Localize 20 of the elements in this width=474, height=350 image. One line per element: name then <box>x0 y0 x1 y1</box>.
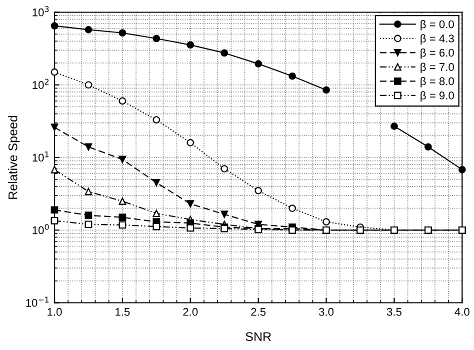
y-tick-label: 10$^{1}$ <box>32 152 49 162</box>
y-tick-label: 10$^{3}$ <box>32 6 49 16</box>
x-tick-label: 1.0 <box>48 308 62 316</box>
legend-label: β = 0.0 <box>420 20 454 30</box>
y-axis-title: Relative Speed <box>8 116 20 199</box>
x-tick-label: 2.0 <box>183 308 198 316</box>
x-tick-label: 3.5 <box>386 308 402 316</box>
x-axis-title: SNR <box>246 332 271 342</box>
legend-label: β = 7.0 <box>420 62 454 74</box>
x-tick-label: 4.0 <box>454 308 470 316</box>
x-tick-label: 2.5 <box>251 308 266 316</box>
y-tick-label: 10$^{−1}$ <box>26 296 49 307</box>
legend-label: β = 8.0 <box>420 77 454 88</box>
x-tick-label: 3.0 <box>318 308 334 316</box>
legend-label: β = 9.0 <box>420 91 454 102</box>
legend-label: β = 4.3 <box>420 34 454 45</box>
legend-label: β = 6.0 <box>420 48 454 59</box>
y-tick-label: 10$^{0}$ <box>32 224 49 234</box>
x-tick-label: 1.5 <box>116 308 130 316</box>
y-tick-label: 10$^{2}$ <box>32 78 49 89</box>
